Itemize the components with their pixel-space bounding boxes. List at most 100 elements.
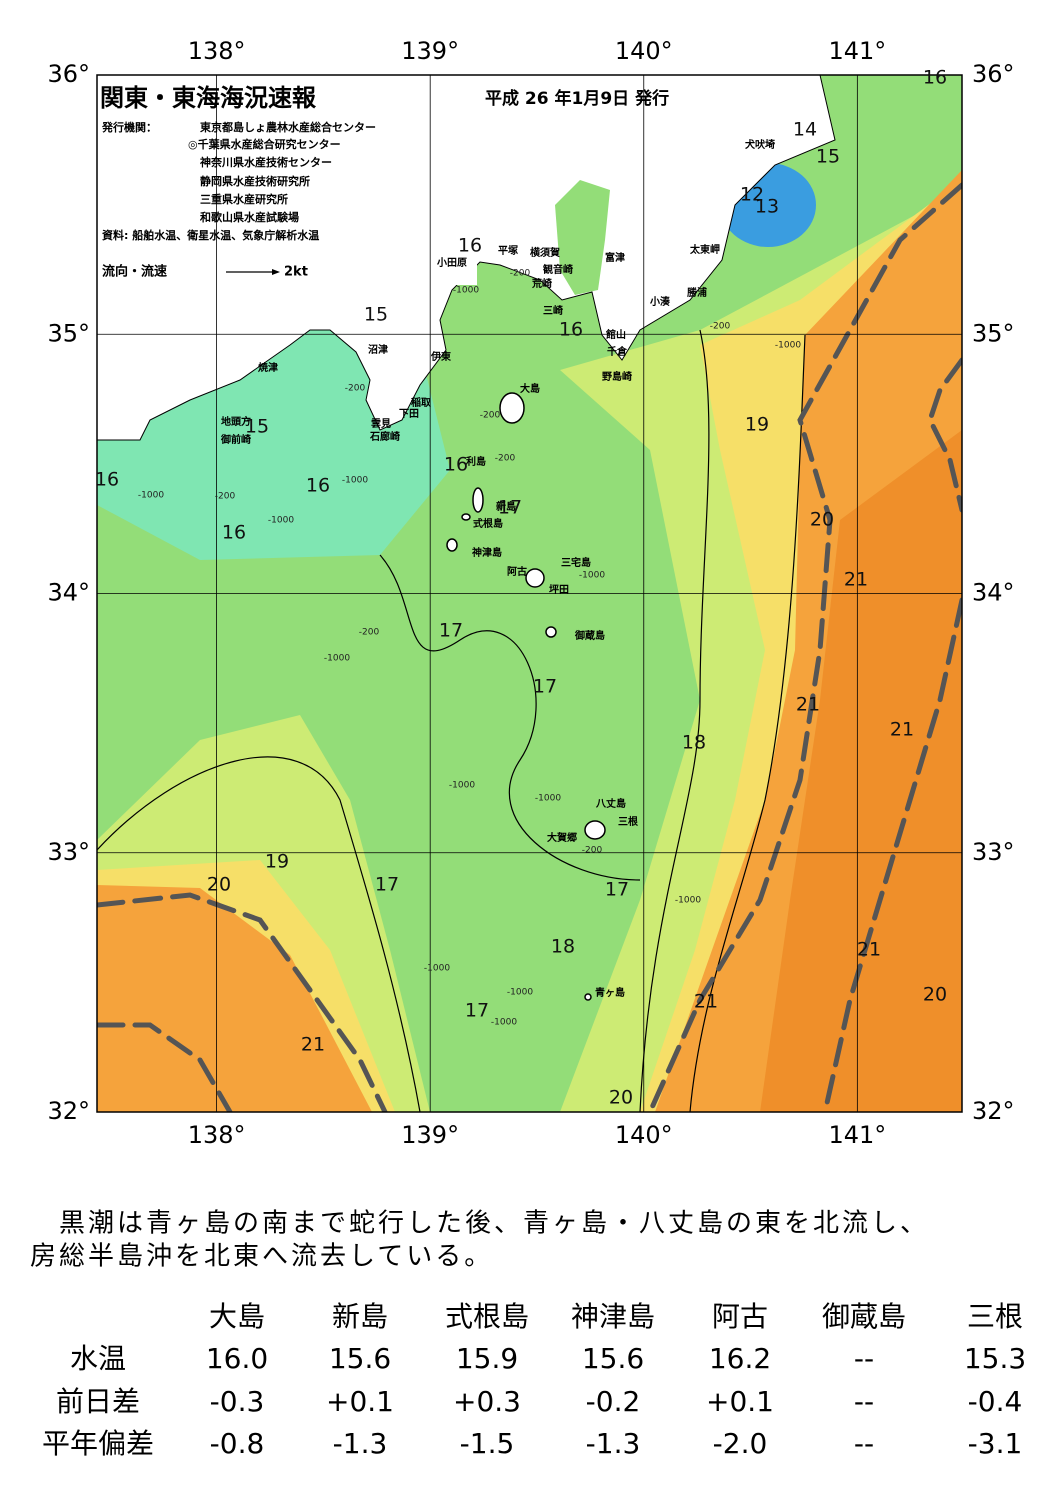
kuroshio-path [97, 1022, 233, 1112]
temperature-label: 16 [923, 67, 947, 89]
tokyo-bay [555, 180, 610, 295]
temperature-label: 19 [745, 414, 769, 436]
issuer: 三重県水産研究所 [200, 192, 288, 206]
depth-label: -200 [510, 269, 531, 279]
temperature-label: 18 [551, 936, 575, 958]
row-label: 前日差 [56, 1385, 140, 1418]
place-name: 勝浦 [687, 286, 707, 299]
kuroshio-path [822, 597, 962, 1112]
island [525, 568, 545, 588]
place-name: 三根 [618, 815, 638, 828]
temperature-label: 15 [245, 416, 269, 438]
temperature-label: 17 [605, 879, 629, 901]
temperature-label: 15 [364, 304, 388, 326]
table-cell: 15.6 [329, 1342, 391, 1375]
temperature-label: 19 [265, 851, 289, 873]
lon-label: 139° [401, 1121, 459, 1149]
kuroshio-path [97, 892, 388, 1112]
contour [639, 329, 710, 1112]
lon-label: 138° [188, 37, 246, 65]
depth-label: -1000 [138, 491, 164, 501]
table-cell: -0.2 [586, 1385, 641, 1418]
place-name: 式根島 [473, 517, 503, 530]
issuer: 東京都島しょ農林水産総合センター [200, 120, 376, 134]
place-name: 三宅島 [561, 556, 591, 569]
island [461, 513, 471, 521]
temperature-label: 21 [796, 694, 820, 716]
lat-label: 32° [47, 1097, 90, 1125]
lat-label: 36° [972, 60, 1015, 88]
place-name: 大島 [520, 382, 540, 395]
place-name: 新島 [496, 500, 516, 513]
issuer: 和歌山県水産試験場 [200, 210, 299, 224]
place-name: 地頭方 [221, 415, 251, 428]
temperature-label: 14 [793, 119, 817, 141]
lat-label: 33° [47, 838, 90, 866]
depth-label: -200 [345, 384, 366, 394]
lat-label: 32° [972, 1097, 1015, 1125]
place-name: 三崎 [543, 304, 563, 317]
contour [97, 756, 421, 1112]
depth-label: -200 [582, 846, 603, 856]
place-name: 横須賀 [530, 246, 560, 259]
place-name: 野島崎 [602, 370, 632, 383]
place-name: 稲取 [411, 396, 432, 409]
temperature-label: 21 [844, 569, 868, 591]
islands [446, 392, 606, 1001]
place-name: 青ヶ島 [595, 986, 625, 999]
place-name: 小田原 [436, 256, 467, 269]
depth-label: -1000 [675, 896, 701, 906]
depth-label: -200 [215, 492, 236, 502]
temperature-label: 13 [755, 196, 779, 218]
place-name: 八丈島 [595, 797, 626, 810]
island [584, 820, 606, 840]
place-name: 阿古 [507, 565, 527, 578]
table-cell: 16.0 [206, 1342, 268, 1375]
place-name: 焼津 [258, 361, 278, 374]
issuer: ◎千葉県水産総合研究センター [188, 137, 341, 151]
table-cell: -3.1 [968, 1427, 1023, 1460]
column-header: 神津島 [571, 1300, 655, 1333]
temperature-label: 16 [306, 475, 330, 497]
island [472, 487, 484, 513]
flow-arrowhead [272, 269, 280, 275]
temperature-label: 20 [609, 1087, 633, 1109]
place-name: 雲見 [371, 418, 391, 430]
table-cell: -0.8 [210, 1427, 265, 1460]
depth-label: -1000 [775, 341, 801, 351]
temperature-label: 20 [810, 509, 834, 531]
temperature-label: 16 [95, 469, 119, 491]
depth-label: -1000 [424, 964, 450, 974]
lon-label: 139° [401, 37, 459, 65]
place-name: 犬吠埼 [745, 138, 775, 151]
island [499, 392, 525, 424]
table-cell: -0.4 [968, 1385, 1023, 1418]
place-name: 観音崎 [543, 263, 573, 276]
temperature-label: 16 [559, 319, 583, 341]
depth-label: -1000 [342, 476, 368, 486]
lon-label: 138° [188, 1121, 246, 1149]
temperature-label: 21 [890, 719, 914, 741]
place-name: 館山 [605, 328, 626, 341]
column-header: 大島 [209, 1300, 265, 1333]
table-cell: -2.0 [713, 1427, 768, 1460]
depth-label: -1000 [579, 571, 605, 581]
place-name: 石廊崎 [369, 430, 400, 443]
table-cell: +0.3 [453, 1385, 521, 1418]
depth-label: -1000 [449, 781, 475, 791]
contour [379, 554, 641, 881]
contour [689, 334, 806, 1112]
lat-label: 34° [47, 579, 90, 607]
place-name: 御前崎 [220, 433, 251, 446]
temperature-label: 16 [444, 454, 468, 476]
depth-label: -1000 [453, 286, 479, 296]
issuer: 静岡県水産技術研究所 [200, 174, 310, 188]
sea-orange [97, 885, 372, 1112]
sea-deep-orange [760, 430, 962, 1112]
map-frame [96, 74, 963, 1113]
place-name: 小湊 [649, 295, 671, 308]
table-cell: -- [854, 1385, 874, 1418]
contours [97, 329, 806, 1112]
depth-label: -1000 [535, 794, 561, 804]
depth-label: -1000 [491, 1018, 517, 1028]
